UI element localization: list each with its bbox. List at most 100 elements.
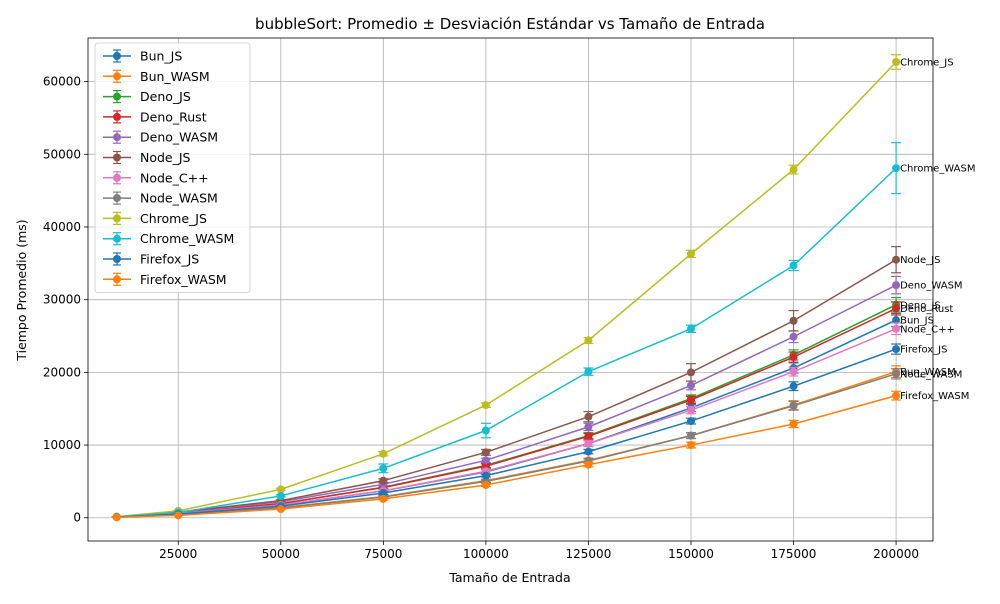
end-label-Chrome_JS: Chrome_JS — [900, 57, 954, 68]
legend-marker — [113, 52, 121, 60]
end-label-Chrome_WASM: Chrome_WASM — [900, 164, 975, 175]
x-tick-label: 175000 — [771, 547, 817, 561]
legend-label: Node_JS — [140, 150, 191, 165]
data-point — [584, 447, 593, 456]
data-point — [789, 419, 798, 428]
y-tick-label: 20000 — [43, 365, 81, 379]
data-point — [379, 489, 388, 498]
legend-marker — [113, 173, 121, 182]
data-point — [686, 431, 695, 440]
data-point — [686, 395, 695, 404]
data-point — [481, 481, 490, 490]
end-label-Bun_JS: Bun_JS — [900, 316, 934, 327]
legend-entry-Bun_WASM: Bun_WASM — [103, 69, 210, 84]
data-point — [686, 381, 695, 390]
legend-entry-Node_C++: Node_C++ — [103, 170, 209, 185]
legend-label: Chrome_JS — [140, 211, 207, 226]
grid — [88, 38, 933, 541]
y-tick-label: 0 — [73, 511, 81, 525]
y-tick-label: 40000 — [43, 220, 81, 234]
series-Deno_WASM — [111, 275, 902, 521]
y-tick-label: 60000 — [43, 75, 81, 89]
plot-frame — [87, 37, 934, 542]
legend-entry-Chrome_WASM: Chrome_WASM — [103, 231, 234, 246]
data-point — [789, 261, 798, 270]
x-tick-label: 100000 — [463, 547, 509, 561]
end-label-Bun_WASM: Bun_WASM — [900, 367, 956, 378]
data-point — [892, 164, 901, 173]
legend-entry-Deno_WASM: Deno_WASM — [103, 130, 218, 145]
legend-label: Chrome_WASM — [140, 231, 234, 246]
data-point — [789, 382, 798, 391]
data-point — [481, 426, 490, 435]
legend-marker — [113, 234, 121, 243]
data-point — [584, 367, 593, 376]
data-point — [892, 345, 901, 354]
end-label-Firefox_JS: Firefox_JS — [900, 345, 947, 356]
legend-marker — [113, 153, 121, 162]
y-axis-label: Tiempo Promedio (ms) — [14, 219, 29, 361]
end-label-Firefox_WASM: Firefox_WASM — [900, 391, 969, 402]
ticks: 25000 50000 75000 100000 125000 150000 175000 2… — [43, 75, 919, 561]
series-Firefox_JS — [111, 343, 902, 522]
series-line — [116, 304, 897, 518]
x-axis-label: Tamaño de Entrada — [448, 570, 570, 585]
legend-label: Deno_JS — [140, 89, 191, 104]
legend-marker — [113, 194, 121, 203]
legend-label: Bun_JS — [140, 49, 182, 64]
data-point — [112, 513, 121, 522]
y-tick-label: 10000 — [43, 438, 81, 452]
legend-entry-Deno_JS: Deno_JS — [103, 89, 191, 104]
end-label-Node_JS: Node_JS — [900, 255, 940, 266]
y-tick-label: 30000 — [43, 293, 81, 307]
data-point — [584, 460, 593, 469]
series-line — [116, 307, 897, 518]
y-tick-label: 50000 — [43, 147, 81, 161]
data-point — [481, 471, 490, 480]
legend-entry-Firefox_JS: Firefox_JS — [103, 252, 199, 267]
data-point — [789, 353, 798, 362]
data-point — [686, 417, 695, 426]
legend: Bun_JS Bun_WASM Deno_JS Deno_Rust Deno_WASM N… — [94, 42, 251, 294]
legend-marker — [113, 214, 121, 223]
series-line — [116, 284, 897, 518]
end-label-Deno_Rust: Deno_Rust — [900, 304, 953, 315]
data-point — [892, 316, 901, 325]
data-point — [584, 439, 593, 448]
legend-marker — [113, 255, 121, 263]
data-point — [789, 401, 798, 410]
legend-entry-Firefox_WASM: Firefox_WASM — [103, 272, 227, 287]
data-point — [584, 422, 593, 431]
legend-label: Node_WASM — [140, 191, 218, 206]
data-point — [892, 369, 901, 378]
legend-entry-Deno_Rust: Deno_Rust — [103, 109, 207, 124]
data-point — [686, 441, 695, 450]
data-point — [174, 511, 183, 520]
data-point — [379, 476, 388, 485]
legend-entry-Chrome_JS: Chrome_JS — [103, 211, 207, 226]
data-point — [481, 448, 490, 457]
data-point — [584, 432, 593, 441]
legend-label: Firefox_JS — [140, 252, 199, 267]
series-layer — [111, 54, 902, 522]
data-point — [584, 336, 593, 345]
data-point — [276, 491, 285, 500]
data-point — [789, 165, 798, 174]
data-point — [276, 485, 285, 494]
data-point — [379, 494, 388, 503]
x-tick-label: 125000 — [566, 547, 612, 561]
data-point — [481, 456, 490, 465]
legend-marker — [113, 133, 121, 142]
legend-label: Firefox_WASM — [140, 272, 227, 287]
end-label-Deno_WASM: Deno_WASM — [900, 281, 962, 292]
data-point — [789, 367, 798, 376]
data-point — [892, 391, 901, 400]
data-point — [686, 249, 695, 258]
data-point — [789, 316, 798, 325]
series-line — [116, 259, 897, 518]
series-line — [116, 328, 897, 518]
chart-title: bubbleSort: Promedio ± Desviación Estánd… — [255, 15, 765, 33]
